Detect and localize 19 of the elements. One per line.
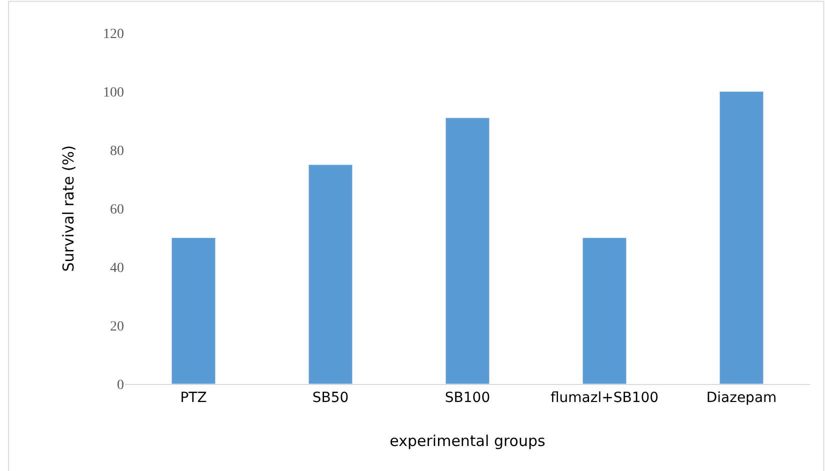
x-axis-title: experimental groups bbox=[390, 432, 546, 450]
y-tick-label: 0 bbox=[117, 378, 124, 393]
x-tick-label: PTZ bbox=[180, 390, 207, 406]
y-tick-label: 100 bbox=[103, 85, 124, 100]
bar bbox=[308, 164, 353, 384]
x-tick-label: SB50 bbox=[312, 390, 349, 406]
bar bbox=[719, 91, 764, 384]
x-tick-label: SB100 bbox=[444, 390, 490, 406]
y-tick-label: 80 bbox=[110, 144, 124, 159]
y-tick-label: 120 bbox=[103, 26, 124, 42]
x-tick-label: Diazepam bbox=[706, 390, 777, 406]
x-tick-label: flumazl+SB100 bbox=[550, 390, 659, 406]
y-tick-label: 60 bbox=[110, 202, 124, 218]
y-tick-label: 20 bbox=[110, 319, 124, 334]
bar bbox=[445, 118, 490, 384]
y-axis-title: Survival rate (%) bbox=[59, 145, 78, 272]
y-tick-label: 40 bbox=[110, 260, 124, 276]
bar bbox=[582, 238, 627, 384]
bar bbox=[171, 238, 216, 384]
